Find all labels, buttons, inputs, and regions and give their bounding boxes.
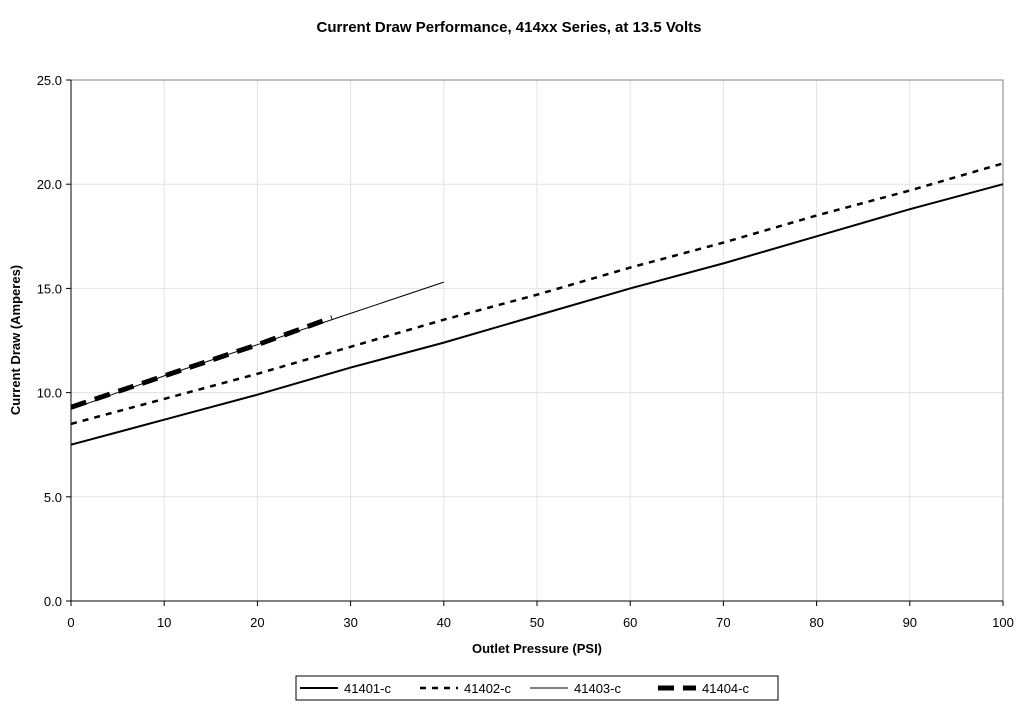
y-tick-label: 10.0 [37, 386, 62, 401]
gridlines [71, 80, 1003, 601]
series-line-41401-c [70, 183, 1004, 446]
x-axis-title: Outlet Pressure (PSI) [472, 641, 602, 656]
y-tick-label: 0.0 [44, 594, 62, 609]
legend-label-41402-c: 41402-c [464, 681, 511, 696]
x-tick-label: 20 [250, 615, 264, 630]
legend-items: 41401-c 41402-c 41403-c 41404-c [300, 681, 749, 696]
x-tick-label: 30 [343, 615, 357, 630]
y-tick-label: 25.0 [37, 73, 62, 88]
x-tick-label: 0 [67, 615, 74, 630]
x-tick-label: 50 [530, 615, 544, 630]
series-line-41404-c [70, 315, 333, 410]
legend-label-41403-c: 41403-c [574, 681, 621, 696]
series-lines [70, 162, 1004, 446]
x-tick-label: 70 [716, 615, 730, 630]
y-tick-label: 5.0 [44, 490, 62, 505]
y-tick-label: 15.0 [37, 281, 62, 296]
x-tick-label: 100 [992, 615, 1014, 630]
x-tick-label: 10 [157, 615, 171, 630]
legend: 41401-c 41402-c 41403-c 41404-c [295, 675, 779, 701]
y-axis-title: Current Draw (Amperes) [8, 265, 23, 415]
y-tick-label: 20.0 [37, 177, 62, 192]
chart-title: Current Draw Performance, 414xx Series, … [317, 19, 702, 36]
x-tick-label: 60 [623, 615, 637, 630]
series-line-41402-c [70, 162, 1004, 426]
tick-labels: 0 10 20 30 40 50 60 70 80 90 100 0.0 5.0 10.0 15.0 20.0… [37, 73, 1014, 630]
legend-label-41404-c: 41404-c [702, 681, 749, 696]
legend-label-41401-c: 41401-c [344, 681, 391, 696]
x-tick-label: 40 [437, 615, 451, 630]
x-tick-label: 80 [809, 615, 823, 630]
x-tick-label: 90 [903, 615, 917, 630]
